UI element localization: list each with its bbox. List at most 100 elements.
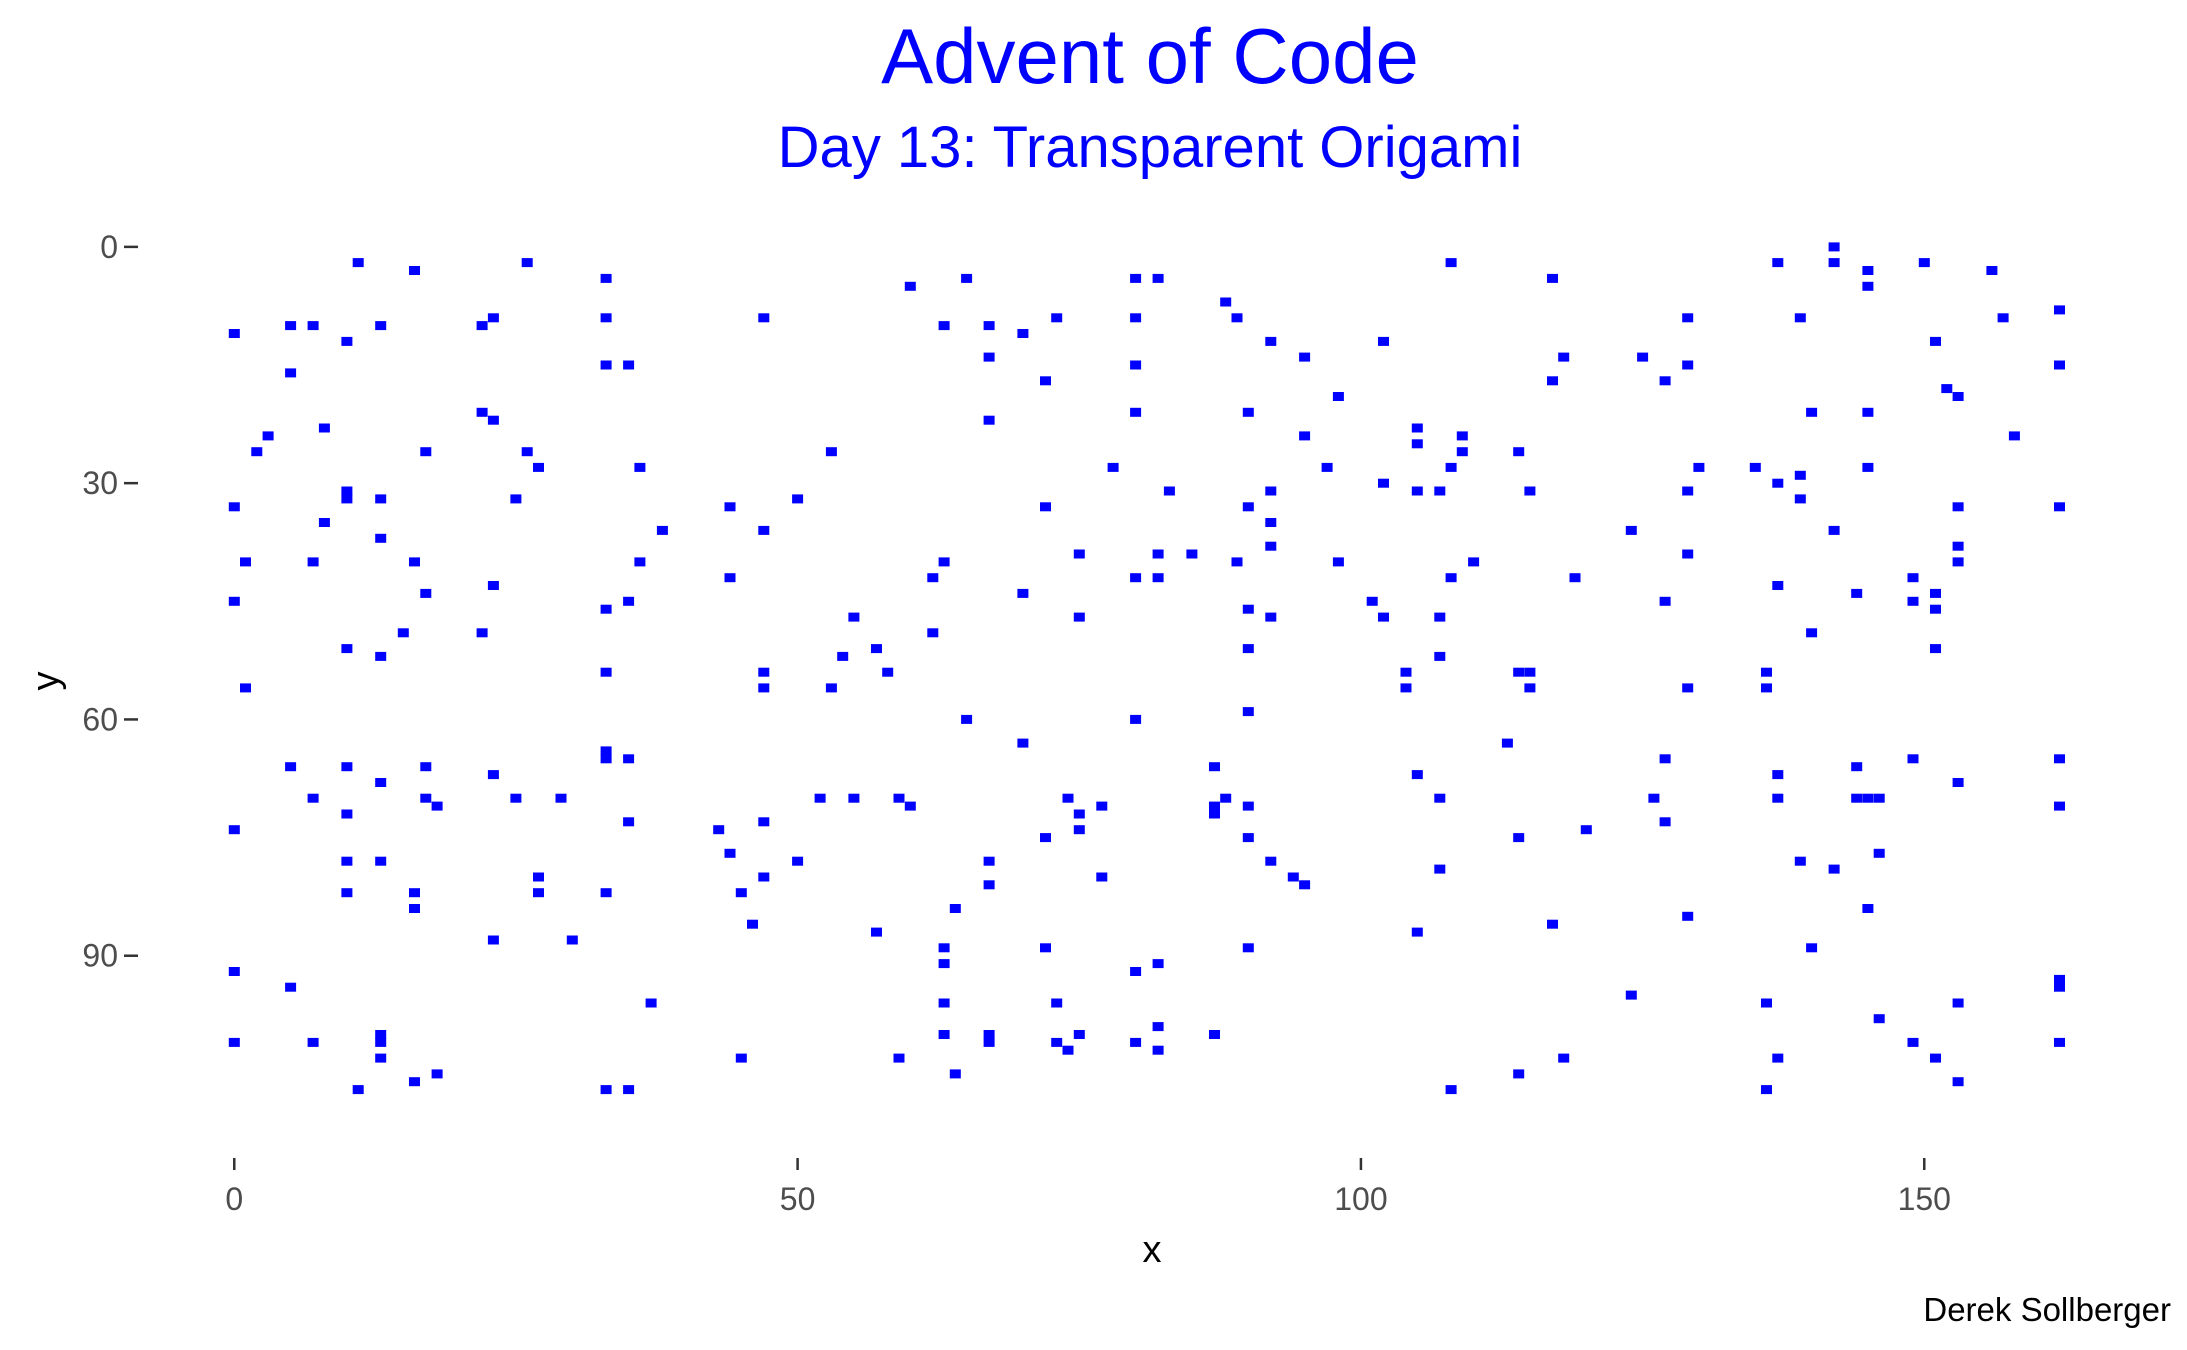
data-point	[487, 770, 499, 780]
data-point	[1851, 588, 1863, 598]
data-point	[600, 604, 612, 614]
data-point	[904, 801, 916, 811]
data-point	[318, 423, 330, 433]
data-point	[1411, 423, 1423, 433]
data-point	[1862, 904, 1874, 913]
data-point	[1130, 407, 1142, 417]
data-point	[1378, 612, 1389, 622]
data-point	[713, 825, 725, 835]
data-point	[1749, 462, 1761, 472]
data-point	[1952, 392, 1964, 401]
data-point	[1862, 266, 1874, 275]
data-point	[285, 321, 297, 331]
data-point	[533, 462, 544, 472]
data-point	[1862, 793, 1874, 803]
data-point	[1152, 1045, 1164, 1055]
data-point	[735, 888, 747, 898]
data-point	[848, 793, 860, 803]
y-tick-label: 0	[100, 229, 118, 265]
data-point	[1265, 336, 1277, 346]
data-point	[1930, 644, 1941, 654]
x-tick-label: 100	[1334, 1181, 1387, 1217]
data-point	[1051, 998, 1063, 1008]
data-point	[871, 927, 882, 937]
data-point	[375, 494, 387, 504]
data-point	[1682, 911, 1694, 921]
data-point	[1648, 793, 1660, 803]
data-point	[521, 258, 533, 268]
data-point	[1265, 518, 1277, 527]
data-point	[1434, 612, 1446, 622]
data-point	[1265, 541, 1277, 551]
data-point	[634, 462, 646, 472]
data-point	[1163, 486, 1175, 496]
data-point	[240, 557, 251, 567]
data-point	[1299, 880, 1311, 890]
data-point	[409, 888, 420, 898]
data-point	[1761, 667, 1772, 677]
data-point	[1242, 707, 1254, 717]
data-point	[341, 644, 353, 654]
data-point	[1152, 573, 1164, 583]
data-point	[1873, 848, 1885, 858]
data-point	[825, 683, 837, 693]
data-point	[1411, 927, 1423, 937]
data-point	[1242, 407, 1254, 417]
data-point	[228, 502, 240, 512]
data-point	[1231, 313, 1243, 323]
data-point	[1907, 1037, 1919, 1047]
data-point	[1265, 486, 1277, 496]
data-point	[555, 793, 567, 803]
data-point	[307, 557, 319, 567]
data-point	[375, 856, 387, 866]
data-point	[1051, 313, 1063, 323]
y-tick-label: 60	[82, 701, 118, 737]
data-point	[1513, 447, 1525, 457]
data-point	[1231, 557, 1243, 567]
data-point	[600, 667, 612, 677]
data-point	[1761, 1085, 1772, 1095]
data-point	[341, 336, 353, 346]
data-point	[1851, 793, 1863, 803]
data-point	[1907, 573, 1919, 583]
data-point	[1513, 667, 1525, 677]
data-point	[375, 533, 387, 543]
data-point	[1209, 762, 1220, 772]
data-point	[1580, 825, 1592, 835]
data-point	[1062, 1045, 1074, 1055]
data-point	[735, 1053, 747, 1063]
data-point	[961, 273, 973, 283]
data-point	[1794, 494, 1806, 504]
data-point	[1152, 549, 1164, 559]
data-point	[758, 817, 770, 827]
data-point	[1130, 360, 1142, 370]
data-point	[758, 525, 770, 535]
data-point	[1930, 336, 1941, 346]
data-point	[1051, 1037, 1063, 1047]
data-point	[476, 628, 488, 638]
data-point	[792, 856, 804, 866]
data-point	[600, 360, 612, 370]
data-point	[1682, 360, 1694, 370]
data-point	[949, 1069, 961, 1079]
data-point	[645, 998, 657, 1008]
data-point	[623, 754, 635, 764]
data-point	[1152, 1022, 1164, 1032]
data-point	[240, 683, 251, 693]
data-point	[352, 1085, 364, 1095]
data-point	[1073, 825, 1085, 835]
data-point	[837, 651, 849, 661]
data-point	[1524, 667, 1536, 677]
data-point	[1997, 313, 2009, 323]
data-point	[1569, 573, 1581, 583]
data-point	[1040, 943, 1051, 953]
data-point	[1682, 549, 1694, 559]
data-point	[1851, 762, 1863, 772]
data-point	[1299, 431, 1311, 441]
data-point	[420, 447, 432, 457]
data-point	[1378, 336, 1389, 346]
data-point	[375, 651, 387, 661]
data-point	[1209, 1030, 1220, 1039]
data-point	[1659, 817, 1671, 827]
data-point	[1513, 1069, 1525, 1079]
